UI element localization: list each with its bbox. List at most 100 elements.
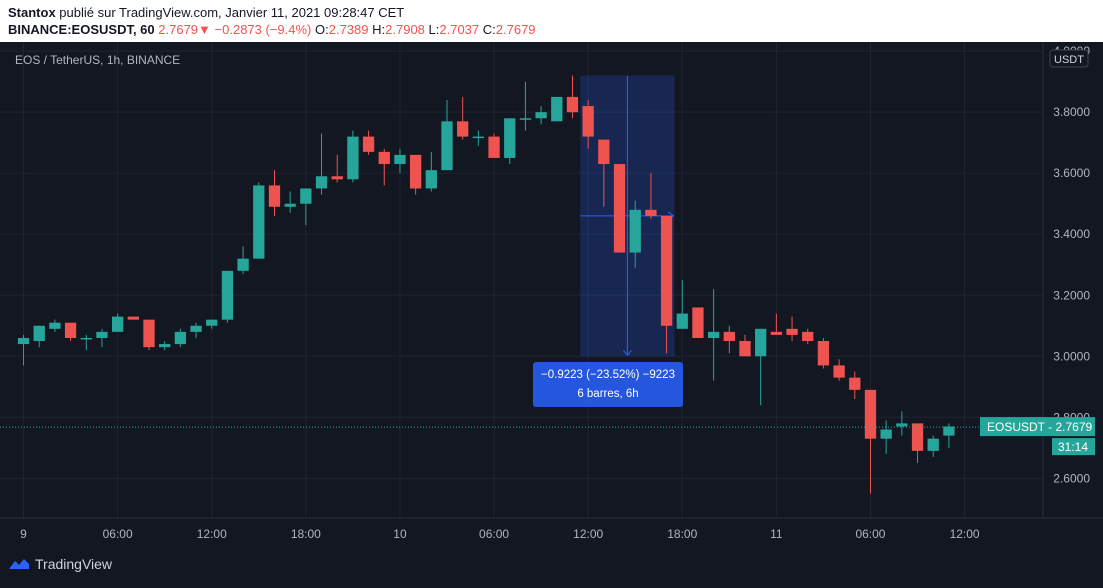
candle [284, 191, 296, 213]
candle-body [347, 136, 359, 180]
price-change: −0.2873 (−9.4%) [214, 22, 312, 37]
down-arrow-icon: ▼ [198, 22, 211, 37]
candle [64, 322, 77, 342]
y-tick-label: 3.6000 [1053, 166, 1090, 180]
candle-body [394, 154, 406, 165]
countdown: 31:14 [1058, 440, 1088, 454]
candle [143, 319, 155, 351]
x-tick-label: 18:00 [291, 527, 321, 541]
candle-body [425, 170, 437, 189]
candle [582, 99, 594, 149]
candle [394, 148, 406, 174]
candlestick-chart[interactable]: 2.60002.80003.00003.20003.40003.60003.80… [0, 42, 1103, 583]
axes [0, 42, 1103, 519]
candle [315, 133, 328, 195]
tradingview-logo[interactable]: TradingView [8, 556, 112, 572]
candle-body [64, 322, 77, 338]
candle-body [237, 258, 249, 271]
y-tick-label: 2.6000 [1053, 471, 1090, 485]
candle-body [817, 341, 830, 366]
high-label: H: [372, 22, 386, 37]
chart-title: EOS / TetherUS, 1h, BINANCE [15, 53, 180, 67]
candle [33, 325, 45, 348]
candle-body [488, 136, 500, 158]
candle [566, 75, 579, 119]
candle-body [111, 316, 124, 332]
candle [49, 319, 61, 332]
candle-body [535, 112, 547, 119]
measure-line2: 6 barres, 6h [577, 388, 638, 400]
candle [864, 389, 877, 494]
candle [331, 154, 343, 183]
high-value: 2.7908 [385, 22, 425, 37]
candle-body [143, 319, 155, 348]
measure-label: −0.9223 (−23.52%) −9223 6 barres, 6h [533, 362, 683, 407]
candle-body [159, 344, 171, 348]
candle-body [378, 151, 390, 165]
candle [111, 313, 124, 332]
candle-body [911, 423, 924, 451]
candle-body [833, 365, 845, 378]
arrow-down-icon [622, 349, 632, 357]
symbol-label: BINANCE:EOSUSDT, 60 [8, 22, 155, 37]
measure-line1: −0.9223 (−23.52%) −9223 [541, 369, 675, 381]
candle-body [472, 136, 485, 139]
candle-body [849, 377, 861, 390]
candle-body [80, 337, 92, 340]
x-tick-label: 12:00 [950, 527, 980, 541]
candle [613, 164, 626, 253]
candle-body [692, 307, 704, 338]
x-tick-label: 11 [770, 527, 783, 541]
publish-line: Stantox publié sur TradingView.com, Janv… [8, 5, 404, 20]
candle-body [457, 121, 469, 137]
candle [127, 316, 139, 320]
candle [362, 130, 375, 155]
x-axis[interactable]: 9 06:00 12:00 18:00 10 06:00 12:00 18:00 11 06:00… [20, 527, 980, 541]
candle-body [96, 331, 108, 338]
candle [253, 182, 265, 259]
low-label: L: [428, 22, 440, 37]
candle-body [284, 203, 296, 207]
chart-area[interactable]: 2.60002.80003.00003.20003.40003.60003.80… [0, 42, 1103, 583]
x-tick-label: 06:00 [479, 527, 509, 541]
candle-body [927, 438, 939, 451]
tradingview-logo-text: TradingView [35, 556, 113, 572]
candle-body [723, 331, 735, 342]
candle-body [707, 331, 720, 338]
candle-body [206, 319, 218, 326]
last-price: 2.7679 [158, 22, 199, 37]
candle [221, 270, 234, 323]
candle-body [127, 316, 139, 320]
measure-range[interactable] [580, 75, 675, 357]
candle [488, 133, 500, 158]
candle [598, 139, 610, 207]
candles-group [17, 75, 955, 494]
candle [159, 341, 171, 351]
candle [911, 423, 924, 464]
price-tag: EOSUSDT - 2.7679 31:14 [980, 417, 1095, 456]
candle [441, 99, 453, 171]
candle [802, 328, 814, 345]
candle [896, 411, 908, 436]
candle-body [896, 423, 908, 427]
candle [174, 328, 187, 348]
ohlc-legend: BINANCE:EOSUSDT, 60 2.7679▼ −0.2873 (−9.… [8, 22, 536, 37]
grid-lines [0, 42, 1043, 518]
candle [457, 96, 469, 140]
x-tick-label: 18:00 [667, 527, 697, 541]
candle [237, 246, 249, 274]
author-name[interactable]: Stantox [8, 5, 56, 20]
candle-body [17, 337, 30, 345]
x-tick-label: 9 [20, 527, 27, 541]
x-tick-label: 06:00 [103, 527, 133, 541]
currency-badge[interactable]: USDT [1049, 49, 1089, 68]
y-tick-label: 3.4000 [1053, 227, 1090, 241]
candle-body [598, 139, 610, 165]
x-tick-label: 12:00 [573, 527, 603, 541]
candle-body [504, 118, 516, 158]
candle-body [864, 389, 877, 439]
candle-body [174, 331, 187, 345]
candle-body [300, 188, 312, 204]
candle-body [519, 118, 532, 120]
candle-body [190, 325, 202, 332]
